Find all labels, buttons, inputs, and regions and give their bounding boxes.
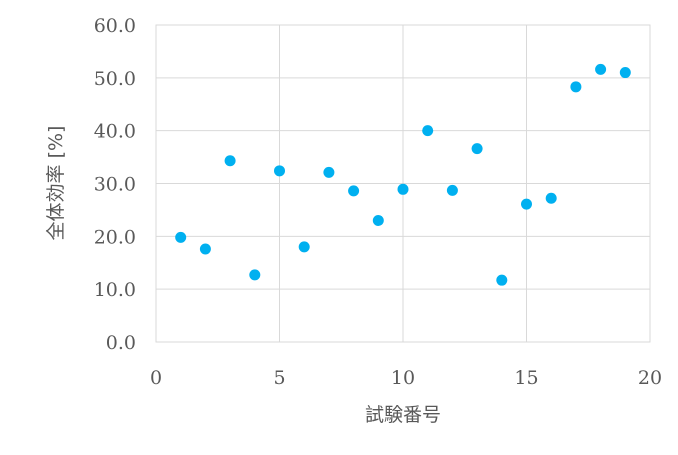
- data-point: [595, 63, 607, 75]
- x-tick-label: 10: [391, 367, 415, 389]
- x-axis-title: 試験番号: [365, 404, 441, 426]
- data-point: [619, 67, 631, 79]
- data-point: [570, 81, 582, 93]
- y-tick-labels: 0.0 10.0 20.0 30.0 40.0 50.0 60.0: [94, 15, 136, 354]
- y-tick-label: 20.0: [94, 226, 136, 248]
- data-point: [397, 183, 409, 195]
- y-tick-label: 30.0: [94, 174, 136, 196]
- data-point: [274, 165, 285, 177]
- data-point: [422, 125, 434, 137]
- data-point: [446, 184, 458, 196]
- y-tick-label: 10.0: [94, 279, 136, 301]
- grid-layer: [155, 24, 651, 343]
- x-tick-label: 5: [273, 367, 285, 389]
- y-tick-label: 50.0: [94, 68, 136, 90]
- x-tick-label: 15: [514, 367, 538, 389]
- data-point: [521, 198, 532, 210]
- plot-area: [155, 24, 651, 343]
- y-tick-label: 0.0: [106, 332, 136, 354]
- data-point: [323, 166, 335, 178]
- data-point: [372, 214, 384, 226]
- data-point: [496, 274, 508, 286]
- data-point: [471, 143, 483, 155]
- data-point: [199, 243, 211, 255]
- data-point: [298, 241, 310, 253]
- x-tick-label: 20: [638, 367, 662, 389]
- data-points: [175, 63, 631, 286]
- x-tick-label: 0: [150, 367, 162, 389]
- data-point: [224, 155, 236, 167]
- data-point: [249, 269, 261, 281]
- y-axis-title: 全体効率 [%]: [45, 126, 67, 241]
- data-point: [175, 231, 187, 243]
- y-tick-label: 40.0: [94, 121, 136, 143]
- data-point: [348, 185, 360, 197]
- y-tick-label: 60.0: [94, 15, 136, 37]
- data-point: [545, 192, 557, 204]
- x-tick-labels: 0 5 10 15 20: [150, 367, 662, 389]
